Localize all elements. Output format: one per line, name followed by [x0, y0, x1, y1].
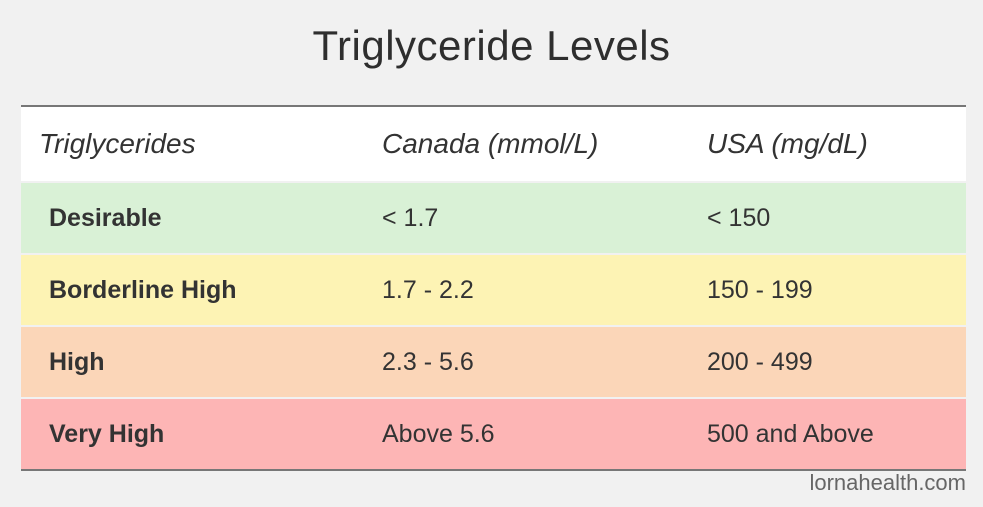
title: Triglyceride Levels: [312, 22, 671, 69]
column-header: USA (mg/dL): [706, 106, 966, 182]
table-cell: 500 and Above: [706, 397, 966, 470]
table-cell: 200 - 499: [706, 325, 966, 398]
table-cell: < 150: [706, 181, 966, 254]
column-header: Canada (mmol/L): [381, 106, 706, 182]
table-cell: < 1.7: [381, 181, 706, 254]
source: lornahealth.com: [809, 470, 966, 495]
table-row: Very High Above 5.6 500 and Above: [21, 397, 966, 470]
table-cell: Borderline High: [21, 253, 381, 326]
table-cell: Desirable: [21, 181, 381, 254]
table-row: Borderline High 1.7 - 2.2 150 - 199: [21, 253, 966, 326]
table-cell: High: [21, 325, 381, 398]
header-row: Triglycerides Canada (mmol/L) USA (mg/dL): [21, 106, 966, 182]
levels-table: Triglycerides Canada (mmol/L) USA (mg/dL) …: [21, 105, 966, 471]
table-cell: 1.7 - 2.2: [381, 253, 706, 326]
table-row: Desirable < 1.7 < 150: [21, 181, 966, 254]
table-cell: Above 5.6: [381, 397, 706, 470]
column-header: Triglycerides: [21, 106, 381, 182]
table-row: High 2.3 - 5.6 200 - 499: [21, 325, 966, 398]
table-cell: Very High: [21, 397, 381, 470]
table-cell: 2.3 - 5.6: [381, 325, 706, 398]
table-cell: 150 - 199: [706, 253, 966, 326]
